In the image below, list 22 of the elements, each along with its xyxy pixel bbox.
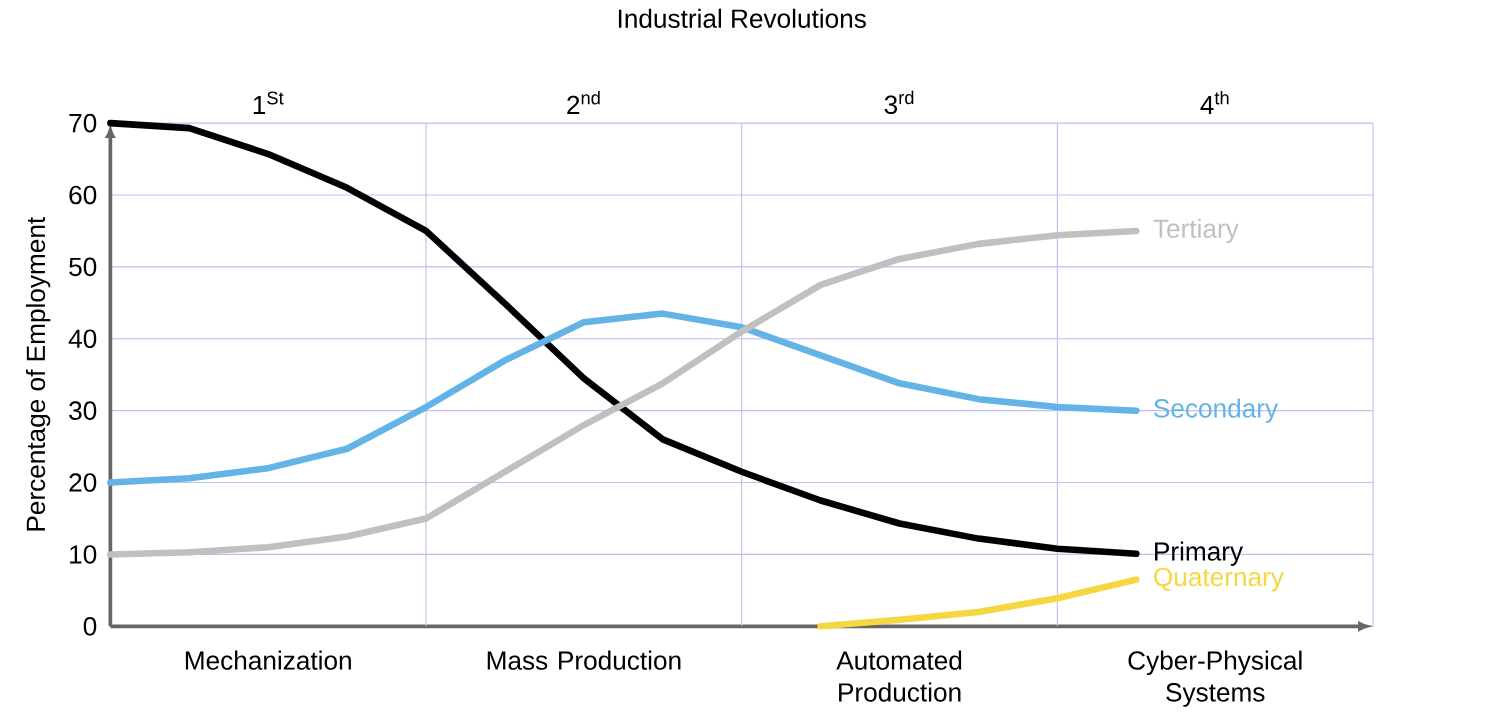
y-tick-label: 40 (68, 329, 97, 348)
text: 3$^{rd}$ (884, 90, 914, 114)
y-tick-label: 0 (83, 616, 97, 636)
y-axis-title: Percentage of Employment (25, 216, 51, 531)
text: 1$^{St}$ (253, 91, 284, 114)
series-label: Tertiary (1153, 218, 1239, 244)
x-tick-label: Automated Production (836, 650, 962, 702)
y-tick-label: 60 (69, 185, 97, 205)
y-tick-label: 30 (69, 401, 97, 420)
text: 2$^{nd}$ (567, 90, 600, 114)
series-label: Quaternary (1154, 567, 1284, 592)
y-tick-label: 50 (69, 257, 97, 277)
y-tick-label: 20 (69, 473, 97, 492)
x-tick-label: Mass Production (487, 650, 681, 670)
series-label: Secondary (1154, 398, 1279, 423)
y-tick-label: 70 (69, 113, 97, 133)
x-tick-label: Mechanization (185, 650, 351, 670)
chart-title: Industrial Revolutions (618, 8, 866, 28)
text: 4$^{th}$ (1200, 90, 1229, 114)
series-label: Primary (1155, 541, 1244, 566)
x-tick-label: Cyber-Physical Systems (1128, 650, 1302, 707)
y-tick-label: 10 (70, 545, 97, 564)
